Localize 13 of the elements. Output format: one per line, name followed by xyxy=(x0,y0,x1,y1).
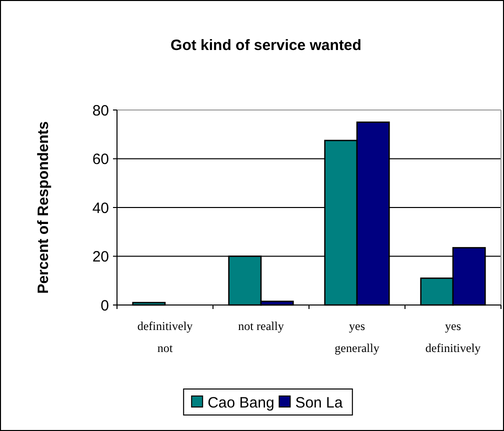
x-tick-label: yes generally xyxy=(334,319,380,355)
x-tick-label: yes definitively xyxy=(425,319,481,355)
y-tick-label: 20 xyxy=(92,248,109,266)
y-tick-label: 60 xyxy=(92,151,109,168)
x-tick-label: definitively not xyxy=(137,319,193,355)
y-tick-label: 80 xyxy=(92,102,109,120)
y-axis-title: Percent of Respondents xyxy=(35,121,52,294)
legend-label: Son La xyxy=(295,394,344,412)
legend-label: Cao Bang xyxy=(208,394,274,412)
chart-title: Got kind of service wanted xyxy=(170,37,362,54)
x-tick-label: not really xyxy=(238,319,284,333)
y-tick-label: 40 xyxy=(92,200,109,217)
y-tick-label: 0 xyxy=(100,297,109,314)
